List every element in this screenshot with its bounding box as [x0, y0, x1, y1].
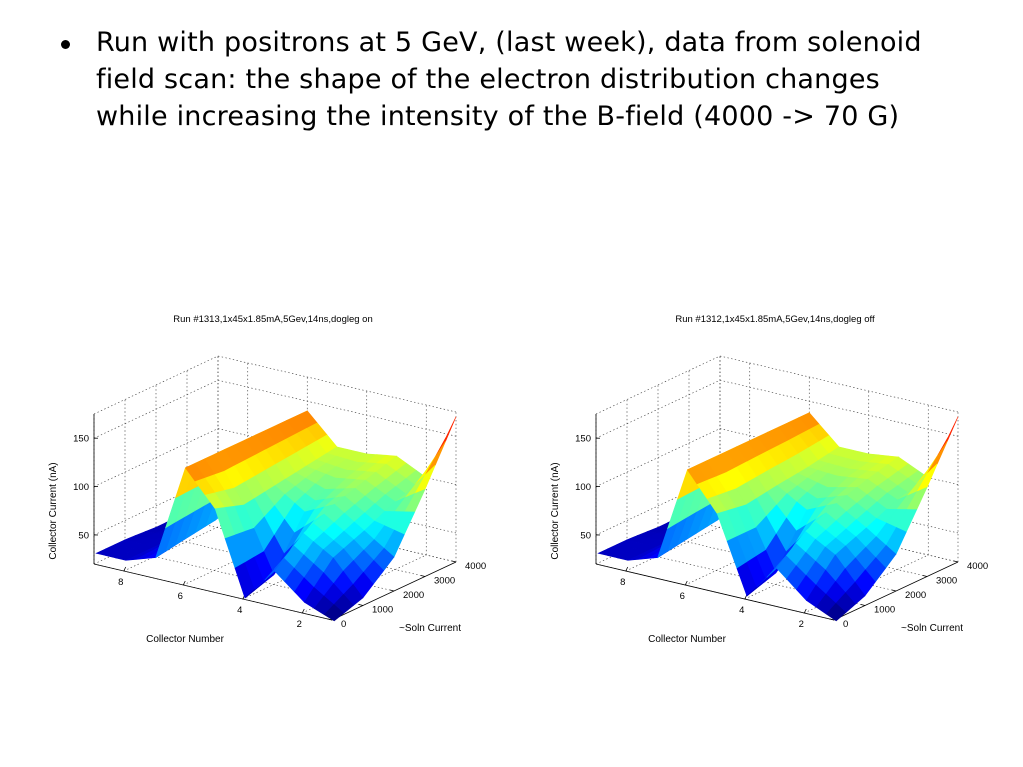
z-tick-label: 100 — [73, 482, 89, 493]
y-tick-label: 3000 — [936, 576, 957, 587]
z-axis-label: Collector Current (nA) — [48, 462, 59, 559]
y-tick-label: 0 — [341, 619, 346, 630]
x-tick-label: 6 — [178, 591, 183, 602]
y-tick-label: 4000 — [967, 561, 988, 572]
x-tick-label: 8 — [620, 577, 625, 588]
x-tick-label: 4 — [739, 605, 744, 616]
surface-patch — [927, 440, 948, 474]
surface-patch — [937, 416, 959, 456]
z-tick-label: 150 — [575, 434, 591, 445]
x-axis-label: Collector Number — [146, 634, 224, 645]
x-tick-label: 8 — [118, 577, 123, 588]
bullet-item: Run with positrons at 5 GeV, (last week)… — [55, 24, 955, 135]
y-tick-label: 1000 — [874, 605, 895, 616]
surface-patch — [825, 602, 847, 622]
z-tick-label: 100 — [575, 482, 591, 493]
x-tick-label: 2 — [297, 619, 302, 630]
y-tick-label: 4000 — [465, 561, 486, 572]
chart-title: Run #1312,1x45x1.85mA,5Gev,14ns,dogleg o… — [675, 314, 875, 325]
x-tick-label: 4 — [237, 605, 242, 616]
z-tick-label: 150 — [73, 434, 89, 445]
surface-plot-svg: 50 100 150 2 4 6 8 0 1000 2000 3000 4000 Run #1312,1… — [550, 314, 988, 645]
surface-plot-svg: 50 100 150 2 4 6 8 0 1000 2000 3000 4000 Run #1313,1… — [48, 314, 486, 645]
surface-mesh — [95, 410, 457, 622]
x-tick-label: 6 — [680, 591, 685, 602]
surface-patch — [323, 604, 345, 622]
surface-mesh — [597, 412, 959, 622]
surface-patch — [435, 416, 457, 457]
tick-labels: 50 100 150 2 4 6 8 0 1000 2000 3000 4000 — [575, 434, 988, 630]
surface-plot-dogleg-off: 50 100 150 2 4 6 8 0 1000 2000 3000 4000 Run #1312,1… — [540, 300, 1010, 660]
chart-title: Run #1313,1x45x1.85mA,5Gev,14ns,dogleg o… — [173, 314, 372, 325]
y-tick-label: 3000 — [434, 576, 455, 587]
tick-labels: 50 100 150 2 4 6 8 0 1000 2000 3000 4000 — [73, 434, 486, 630]
surface-patch — [425, 440, 446, 475]
y-tick-label: 1000 — [372, 605, 393, 616]
z-axis-label: Collector Current (nA) — [550, 462, 561, 559]
z-tick-label: 50 — [78, 530, 89, 541]
y-tick-label: 2000 — [905, 590, 926, 601]
x-axis-label: Collector Number — [648, 634, 726, 645]
y-tick-label: 2000 — [403, 590, 424, 601]
bullet-dot — [61, 40, 70, 49]
y-axis-label: ~Soln Current — [901, 623, 963, 634]
z-tick-label: 50 — [580, 530, 591, 541]
y-axis-label: ~Soln Current — [399, 623, 461, 634]
bullet-text: Run with positrons at 5 GeV, (last week)… — [96, 27, 922, 132]
surface-plot-dogleg-on: 50 100 150 2 4 6 8 0 1000 2000 3000 4000 Run #1313,1… — [38, 300, 508, 660]
x-tick-label: 2 — [799, 619, 804, 630]
y-tick-label: 0 — [843, 619, 848, 630]
